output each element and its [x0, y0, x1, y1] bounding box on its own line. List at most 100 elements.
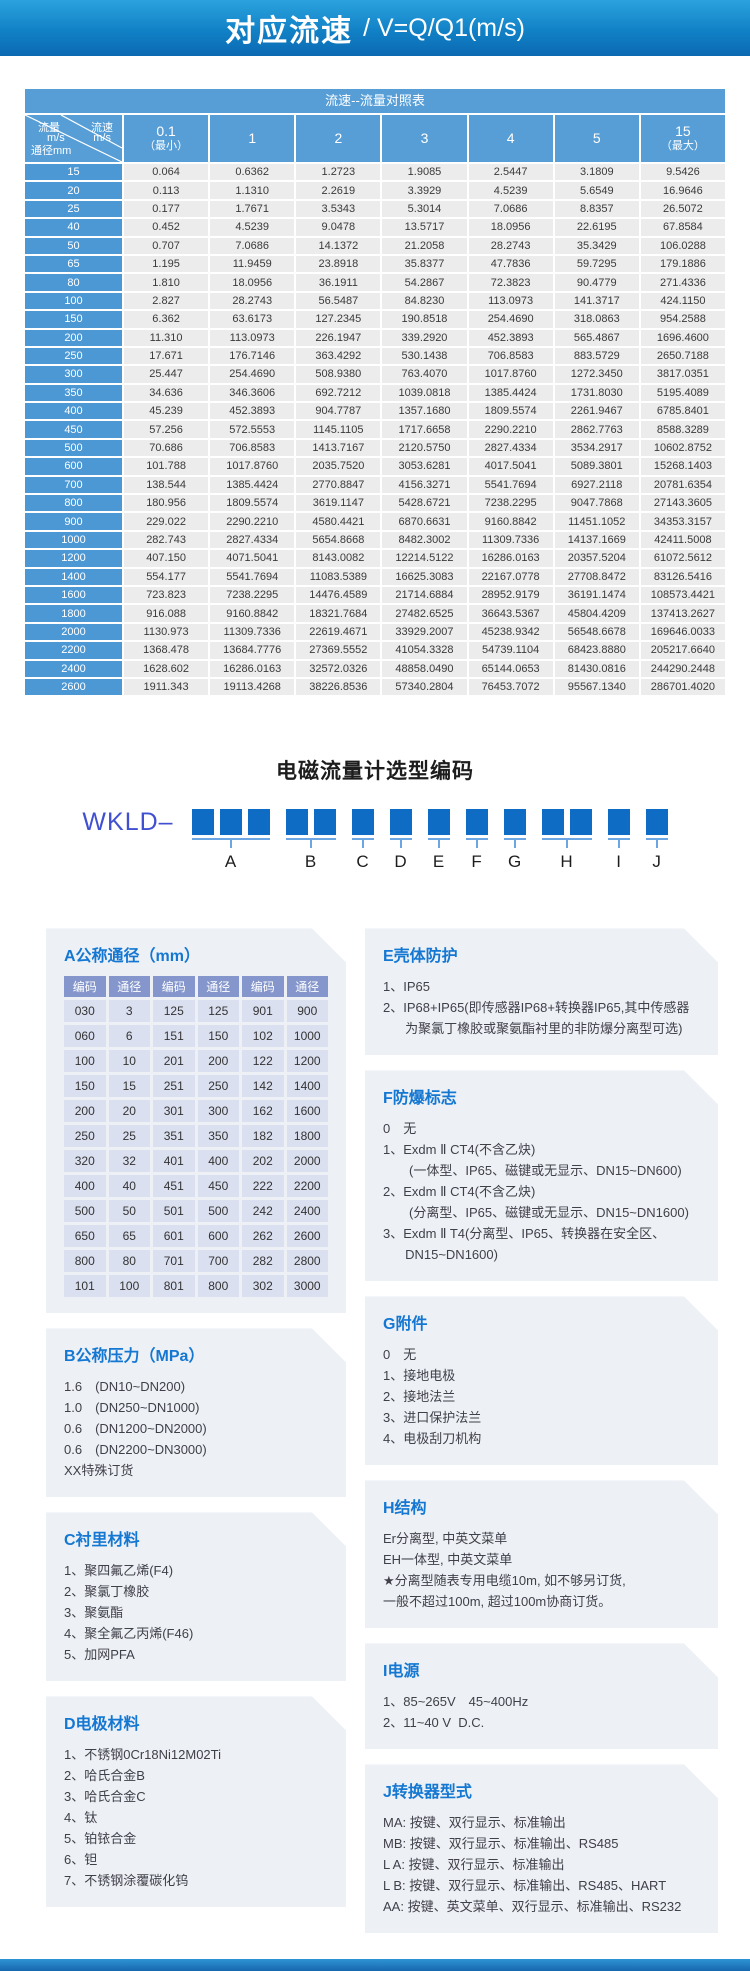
flow-value-cell: 1130.973	[124, 623, 209, 641]
code-group-c: C	[351, 809, 374, 872]
code-group-bracket	[607, 838, 630, 849]
diameter-table-cell: 65	[109, 1225, 151, 1247]
flow-value-cell: 3534.2917	[554, 439, 639, 457]
diameter-table-cell: 2800	[287, 1250, 329, 1272]
flow-row-diameter: 100	[25, 292, 122, 310]
flow-value-cell: 1.1310	[210, 182, 295, 199]
code-box	[389, 809, 412, 836]
spec-line: 3、进口保护法兰	[383, 1410, 482, 1426]
flow-value-cell: 9160.8842	[468, 513, 553, 530]
diameter-table-cell: 102	[242, 1025, 284, 1047]
section-g-items: 0 无 1、接地电极 2、接地法兰 3、进口保护法兰 4、电极刮刀机构	[383, 1344, 700, 1449]
flow-value-cell: 26.5072	[640, 200, 725, 218]
flow-value-cell: 0.177	[124, 200, 209, 218]
flow-value-cell: 1385.4424	[468, 384, 553, 402]
diameter-table-header: 通径	[287, 976, 329, 997]
flow-table: 流量 m/s 流速 m/s 通径mm 0.1 （最小） 1 2 3 4 5 15 （最大） 15 0…	[25, 115, 725, 696]
diameter-table-cell: 800	[64, 1250, 106, 1272]
flow-value-cell: 22167.0778	[468, 568, 553, 585]
spec-line: (一体型、IP65、磁键或无显示、DN15~DN600)	[383, 1163, 682, 1179]
section-e-items: 1、IP65 2、IP68+IP65(即传感器IP68+转换器IP65,其中传感器…	[383, 976, 700, 1039]
flow-value-cell: 2.827	[124, 292, 209, 310]
flow-value-cell: 84.8230	[382, 292, 467, 310]
diameter-table-cell: 162	[242, 1100, 284, 1122]
flow-value-cell: 38226.8536	[296, 678, 381, 696]
flow-row-diameter: 500	[25, 439, 122, 457]
flow-value-cell: 81430.0816	[554, 660, 639, 677]
flow-value-cell: 70.686	[124, 439, 209, 457]
spec-line: 5、加网PFA	[64, 1647, 135, 1663]
flow-row-diameter: 1800	[25, 605, 122, 622]
flow-value-cell: 36643.5367	[468, 605, 553, 622]
spec-line: Er分离型, 中英文菜单	[383, 1531, 508, 1547]
flow-value-cell: 2290.2210	[210, 513, 295, 530]
code-group-bracket	[503, 838, 526, 849]
spec-line: 0.6 (DN2200~DN3000)	[64, 1442, 207, 1458]
diameter-table-cell: 222	[242, 1175, 284, 1197]
code-group-bracket	[389, 838, 412, 849]
flow-row-diameter: 400	[25, 403, 122, 420]
flow-value-cell: 61072.5612	[640, 550, 725, 567]
flow-value-cell: 565.4867	[554, 329, 639, 346]
flow-value-cell: 33929.2007	[382, 623, 467, 641]
flow-value-cell: 1809.5574	[468, 403, 553, 420]
model-code-row: WKLD– A B C D E F G H I J	[0, 809, 750, 872]
flow-value-cell: 452.3893	[468, 329, 553, 346]
flow-value-cell: 3.3929	[382, 182, 467, 199]
diameter-table-cell: 501	[153, 1200, 195, 1222]
diameter-table-cell: 2400	[287, 1200, 329, 1222]
spec-line: 2、哈氏合金B	[64, 1768, 145, 1784]
corner-flow-label: 流量	[38, 122, 60, 134]
flow-value-cell: 7.0686	[210, 237, 295, 254]
flow-value-cell: 32572.0326	[296, 660, 381, 677]
flow-row-diameter: 15	[25, 164, 122, 181]
diameter-table-cell: 200	[64, 1100, 106, 1122]
flow-value-cell: 76453.7072	[468, 678, 553, 696]
flow-table-section: 流速--流量对照表 流量 m/s 流速 m/s 通径mm 0.1 （最小） 1 2 3 4…	[25, 89, 725, 696]
diameter-table-cell: 32	[109, 1150, 151, 1172]
section-c-title: C衬里材料	[64, 1532, 140, 1550]
diameter-table-cell: 800	[198, 1275, 240, 1297]
flow-value-cell: 1809.5574	[210, 495, 295, 512]
flow-row-diameter: 150	[25, 311, 122, 328]
flow-col-header: 15 （最大）	[640, 115, 725, 162]
flow-value-cell: 56548.6678	[554, 623, 639, 641]
flow-value-cell: 15268.1403	[640, 458, 725, 475]
spec-line: L B: 按键、双行显示、标准输出、RS485、HART	[383, 1878, 667, 1894]
flow-value-cell: 3619.1147	[296, 495, 381, 512]
section-b-items: 1.6 (DN10~DN200) 1.0 (DN250~DN1000) 0.6 (D…	[64, 1376, 328, 1481]
diameter-table-cell: 50	[109, 1200, 151, 1222]
section-g-title: G附件	[383, 1316, 428, 1334]
flow-value-cell: 3.5343	[296, 200, 381, 218]
code-box	[247, 809, 270, 836]
diameter-table-cell: 20	[109, 1100, 151, 1122]
diameter-table-cell: 122	[242, 1050, 284, 1072]
diameter-table-cell: 400	[64, 1175, 106, 1197]
flow-value-cell: 205217.6640	[640, 642, 725, 659]
flow-value-cell: 1017.8760	[210, 458, 295, 475]
section-d-title: D电极材料	[64, 1716, 140, 1734]
section-e-title: E壳体防护	[383, 948, 458, 966]
flow-value-cell: 11.310	[124, 329, 209, 346]
diameter-table-cell: 282	[242, 1250, 284, 1272]
flow-table-corner-cell: 流量 m/s 流速 m/s 通径mm	[25, 115, 122, 162]
flow-value-cell: 34353.3157	[640, 513, 725, 530]
flow-row-diameter: 700	[25, 476, 122, 494]
flow-value-cell: 10602.8752	[640, 439, 725, 457]
section-g-panel: G附件 0 无 1、接地电极 2、接地法兰 3、进口保护法兰 4、电极刮刀机构	[365, 1296, 718, 1465]
flow-value-cell: 3817.0351	[640, 366, 725, 383]
spec-line: 2、聚氯丁橡胶	[64, 1584, 150, 1600]
flow-value-cell: 1272.3450	[554, 366, 639, 383]
spec-line: ★分离型随表专用电缆10m, 如不够另订货,	[383, 1573, 626, 1589]
flow-row-diameter: 20	[25, 182, 122, 199]
flow-row-diameter: 800	[25, 495, 122, 512]
flow-value-cell: 2.5447	[468, 164, 553, 181]
section-f-panel: F防爆标志 0 无 1、Exdm Ⅱ CT4(不含乙炔) (一体型、IP65、磁键…	[365, 1070, 718, 1281]
code-group-letter: H	[560, 852, 573, 872]
flow-value-cell: 9.5426	[640, 164, 725, 181]
diameter-table-cell: 2200	[287, 1175, 329, 1197]
flow-value-cell: 57.256	[124, 421, 209, 438]
flow-value-cell: 16625.3083	[382, 568, 467, 585]
spec-line: MB: 按键、双行显示、标准输出、RS485	[383, 1836, 619, 1852]
spec-line: 1.6 (DN10~DN200)	[64, 1379, 186, 1395]
